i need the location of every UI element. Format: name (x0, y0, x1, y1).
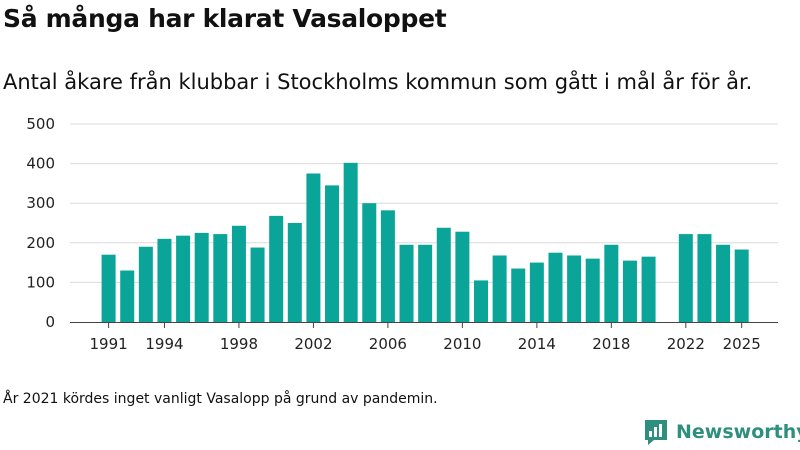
bar (567, 255, 582, 322)
bar (529, 262, 544, 322)
bar (157, 238, 172, 322)
bar (287, 223, 302, 322)
bar (325, 185, 340, 322)
chart-subtitle: Antal åkare från klubbar i Stockholms ko… (3, 70, 753, 94)
bar (697, 234, 712, 322)
bar (734, 249, 749, 322)
bar (585, 258, 600, 322)
bar (399, 244, 414, 322)
bar (306, 173, 321, 322)
x-tick-label: 2014 (518, 335, 556, 353)
chart-title: Så många har klarat Vasaloppet (3, 4, 447, 33)
y-tick-label: 100 (26, 273, 55, 291)
y-tick-label: 400 (26, 155, 55, 173)
bar (492, 255, 507, 322)
bar (176, 235, 191, 322)
bar (231, 225, 246, 322)
brand-name: Newsworthy (676, 421, 800, 443)
bar (511, 268, 526, 322)
bar (474, 280, 488, 322)
x-tick-label: 1994 (145, 335, 183, 353)
x-tick-label: 1991 (90, 335, 128, 353)
y-tick-label: 300 (26, 194, 55, 212)
bar (548, 252, 563, 322)
bar (604, 244, 619, 322)
bar (250, 247, 265, 322)
x-tick-label: 2018 (592, 335, 630, 353)
bar (213, 234, 228, 322)
bar-series (101, 162, 749, 322)
x-tick-label: 2006 (369, 335, 407, 353)
y-tick-label: 500 (26, 115, 55, 133)
bar (641, 256, 656, 322)
bar (622, 260, 637, 322)
bar (418, 244, 433, 322)
tick-labels: 0 100 200 300 400 500 1991 1994 1998 2002 2006 2010… (26, 115, 760, 353)
x-tick-label: 1998 (220, 335, 258, 353)
brand-logo: Newsworthy (643, 418, 800, 446)
y-tick-label: 0 (45, 313, 55, 331)
bar (362, 203, 377, 322)
bar (343, 162, 358, 322)
bar (101, 254, 116, 322)
x-tick-label: 2002 (294, 335, 332, 353)
bar (678, 234, 693, 322)
bar (194, 232, 209, 322)
bar-chart: 0 100 200 300 400 500 1991 1994 1998 2002 2006 2010… (26, 115, 778, 353)
footnote: År 2021 kördes inget vanligt Vasalopp på… (3, 391, 438, 407)
x-tick-label: 2025 (723, 335, 761, 353)
bar (455, 231, 470, 322)
bar (120, 270, 135, 322)
bar (269, 215, 284, 322)
x-tick-label: 2022 (667, 335, 705, 353)
x-axis (70, 322, 778, 328)
bar (436, 227, 451, 322)
bar (380, 210, 395, 322)
bar (138, 246, 153, 322)
x-tick-label: 2010 (443, 335, 481, 353)
y-tick-label: 200 (26, 234, 55, 252)
bar-chart-logo-icon (645, 420, 667, 445)
bar (716, 244, 731, 322)
